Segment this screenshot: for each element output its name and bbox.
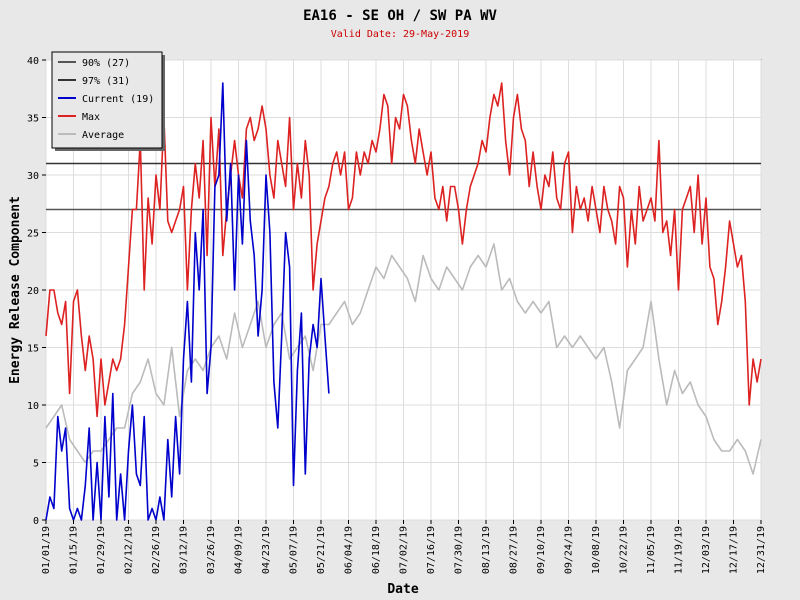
x-tick-label: 11/19/19 [674,526,685,574]
x-tick-label: 07/30/19 [454,526,465,574]
x-tick-label: 05/21/19 [316,526,327,574]
x-axis-label: Date [387,582,418,597]
y-tick-label: 25 [27,229,39,240]
x-tick-label: 03/26/19 [206,526,217,574]
x-tick-label: 07/02/19 [399,526,410,574]
series-line [45,243,762,475]
x-tick-label: 08/13/19 [481,526,492,574]
y-tick-label: 30 [27,171,39,182]
chart-subtitle: Valid Date: 29-May-2019 [331,29,469,40]
y-tick-label: 40 [27,56,39,67]
x-tick-label: 12/03/19 [701,526,712,574]
x-tick-label: 11/05/19 [646,526,657,574]
legend-entry: 97% (31) [82,76,130,87]
legend: 90% (27) 97% (31) Current (19) Max Average [51,51,165,151]
x-tick-label: 06/18/19 [371,526,382,574]
legend-entry: Current (19) [82,94,154,105]
legend-entry: 90% (27) [82,58,130,69]
y-tick-label: 5 [33,459,39,470]
x-tick-label: 04/09/19 [234,526,245,574]
x-tick-label: 04/23/19 [261,526,272,574]
legend-box [51,51,163,149]
y-tick-label: 15 [27,344,39,355]
x-tick-label: 01/29/19 [96,526,107,574]
x-tick-label: 03/12/19 [179,526,190,574]
x-tick-label: 07/16/19 [426,526,437,574]
x-tick-label: 09/24/19 [564,526,575,574]
y-axis-label: Energy Release Component [8,196,23,384]
x-tick-label: 10/08/19 [591,526,602,574]
x-tick-label: 05/07/19 [289,526,300,574]
y-tick-label: 20 [27,286,39,297]
x-axis-ticks: 01/01/19 01/15/19 01/29/19 02/12/19 02/26/19… [41,520,767,574]
y-tick-label: 35 [27,114,39,125]
x-tick-label: 02/26/19 [151,526,162,574]
series-lines [45,82,762,521]
y-tick-label: 10 [27,401,39,412]
series-line [45,82,762,418]
x-tick-label: 12/17/19 [729,526,740,574]
x-tick-label: 06/04/19 [344,526,355,574]
y-axis-ticks: 0 5 10 15 20 25 30 35 40 [27,56,46,527]
chart-title: EA16 - SE OH / SW PA WV [303,8,497,24]
series-line [45,82,330,521]
x-tick-label: 02/12/19 [124,526,135,574]
x-tick-label: 10/22/19 [619,526,630,574]
legend-entry: Max [82,112,100,123]
x-tick-label: 01/15/19 [69,526,80,574]
x-tick-label: 08/27/19 [509,526,520,574]
x-tick-label: 01/01/19 [41,526,52,574]
y-tick-label: 0 [33,516,39,527]
x-tick-label: 09/10/19 [536,526,547,574]
x-tick-label: 12/31/19 [756,526,767,574]
legend-entry: Average [82,130,124,141]
